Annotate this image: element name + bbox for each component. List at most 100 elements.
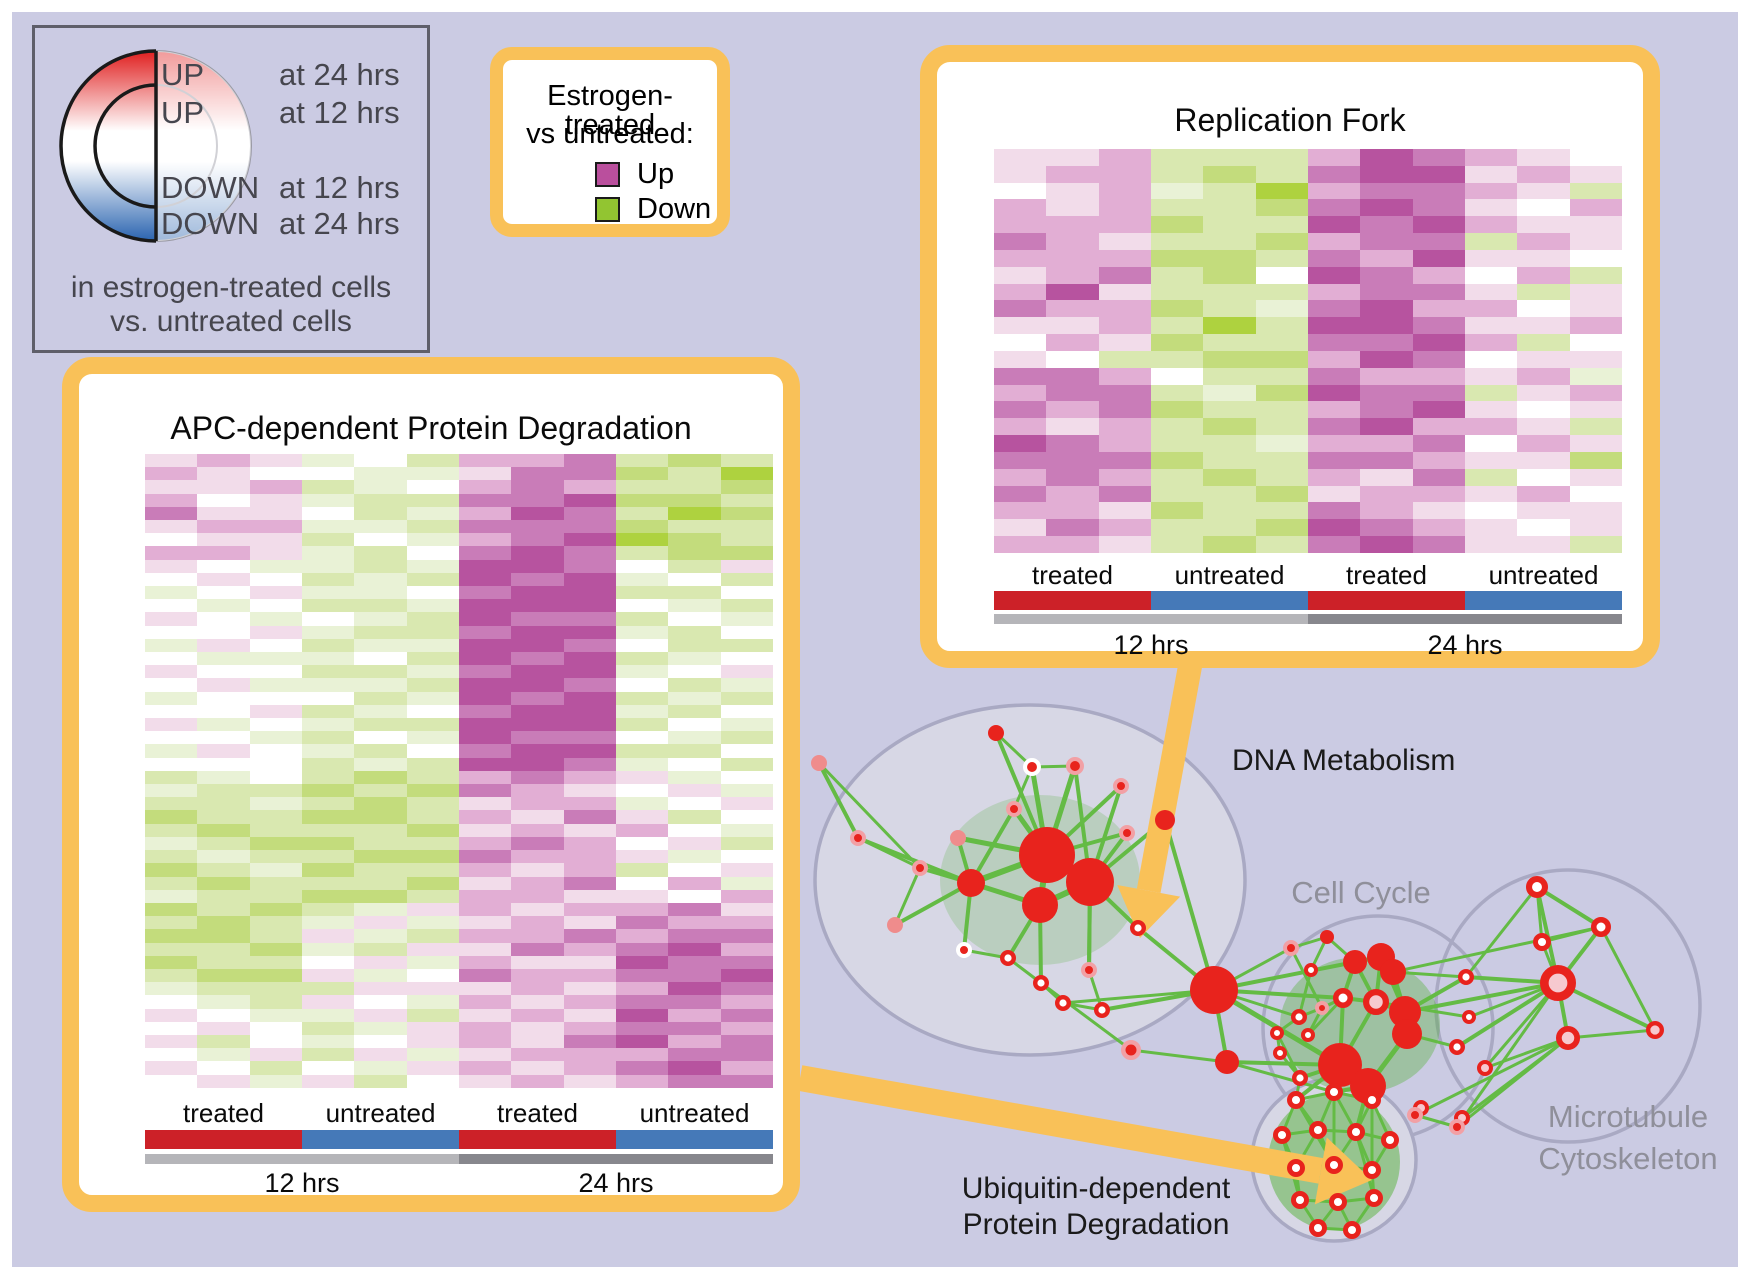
heatmap-cell	[1150, 536, 1204, 553]
heatmap-cell	[1255, 199, 1308, 217]
heatmap-cell	[720, 995, 773, 1009]
heatmap-row	[994, 451, 1622, 469]
heatmap-row	[145, 770, 773, 785]
heatmap-cell	[511, 599, 564, 613]
heatmap-cell	[563, 638, 616, 653]
heatmap-cell	[354, 625, 407, 639]
heatmap-cell	[994, 266, 1047, 284]
heatmap-cell	[1307, 485, 1361, 503]
heatmap-cell	[1150, 216, 1204, 234]
heatmap-cell	[563, 757, 616, 771]
heatmap-cell	[1412, 182, 1465, 200]
heatmap-cell	[301, 704, 355, 719]
network-node	[1342, 1220, 1361, 1239]
heatmap-cell	[668, 863, 721, 877]
heatmap-cell	[249, 1061, 302, 1075]
heatmap-cell	[1569, 233, 1622, 250]
heatmap-cell	[197, 1034, 250, 1049]
heatmap-cell	[301, 810, 355, 824]
heatmap-cell	[563, 520, 616, 534]
heatmap-cell	[458, 995, 512, 1009]
treated-bar-segment	[1308, 591, 1465, 610]
heatmap-cell	[668, 665, 721, 679]
heatmap-cell	[1517, 435, 1570, 452]
heatmap-cell	[354, 1048, 407, 1062]
heatmap-cell	[1464, 300, 1518, 318]
heatmap-cell	[145, 625, 198, 639]
heatmap-cell	[406, 559, 459, 573]
heatmap-cell	[1360, 182, 1413, 200]
heatmap-cell	[354, 889, 407, 903]
heatmap-cell	[406, 454, 459, 468]
heatmap-cell	[563, 863, 616, 877]
heatmap-cell	[354, 731, 407, 745]
heatmap-cell	[511, 506, 564, 521]
heatmap-cell	[458, 731, 512, 745]
heatmap-cell	[994, 216, 1047, 234]
heatmap-cell	[1203, 165, 1256, 183]
network-edge	[1535, 885, 1603, 929]
heatmap-cell	[458, 652, 512, 666]
heatmap-cell	[1517, 536, 1570, 553]
heatmap-cell	[1046, 317, 1099, 335]
heatmap-cell	[511, 704, 564, 719]
heatmap-cell	[1255, 367, 1308, 385]
heatmap-cell	[197, 876, 250, 890]
heatmap-cell	[1360, 233, 1413, 250]
heatmap-cell	[249, 572, 302, 587]
heatmap-cell	[301, 586, 355, 600]
heatmap-cell	[563, 625, 616, 639]
heatmap-cell	[1098, 334, 1151, 351]
heatmap-cell	[668, 955, 721, 969]
network-node	[1343, 950, 1367, 974]
heatmap-cell	[458, 520, 512, 534]
heatmap-cell	[406, 1021, 459, 1035]
heatmap-cell	[145, 718, 198, 732]
cluster-label: Cell Cycle	[1291, 875, 1431, 910]
heatmap-cell	[1098, 283, 1151, 301]
heatmap-cell	[301, 454, 355, 468]
heatmap-cell	[458, 480, 512, 494]
heatmap-cell	[145, 929, 198, 943]
heatmap-cell	[1517, 401, 1570, 419]
heatmap-cell	[511, 546, 564, 560]
heatmap-cell	[511, 625, 564, 639]
heatmap-cell	[406, 810, 459, 824]
heatmap-cell	[615, 823, 669, 837]
heatmap-cell	[1517, 485, 1570, 503]
heatmap-cell	[1098, 384, 1151, 402]
heatmap-cell	[458, 902, 512, 917]
inner-left-arc	[93, 83, 157, 209]
heatmap-cell	[563, 876, 616, 890]
heatmap-cell	[1412, 283, 1465, 301]
heatmap-cell	[145, 823, 198, 837]
heatmap-cell	[615, 1061, 669, 1075]
heatmap-cell	[720, 1074, 773, 1088]
heatmap-cell	[1412, 418, 1465, 436]
heatmap-cell	[615, 744, 669, 758]
heatmap-cell	[615, 506, 669, 521]
heatmap-cell	[458, 770, 512, 785]
heatmap-cell	[301, 995, 355, 1009]
heatmap-cell	[1255, 418, 1308, 436]
heatmap-cell	[1150, 283, 1204, 301]
heatmap-cell	[1150, 418, 1204, 436]
heatmap-cell	[668, 995, 721, 1009]
heatmap-cell	[1517, 300, 1570, 318]
heatmap-cell	[720, 968, 773, 983]
heatmap-cell	[354, 718, 407, 732]
heatmap-cell	[615, 1048, 669, 1062]
heatmap-cell	[458, 968, 512, 983]
heatmap-cell	[145, 572, 198, 587]
condition-label: untreated	[639, 1098, 750, 1128]
heatmap-cell	[354, 638, 407, 653]
heatmap-cell	[197, 480, 250, 494]
heatmap-cell	[563, 995, 616, 1009]
heatmap-cell	[563, 929, 616, 943]
heatmap-cell	[1464, 485, 1518, 503]
heatmap-cell	[197, 652, 250, 666]
heatmap-cell	[145, 467, 198, 481]
heatmap-cell	[406, 599, 459, 613]
right-half-fade	[156, 51, 251, 241]
time-label: 24 hrs	[578, 1168, 654, 1198]
